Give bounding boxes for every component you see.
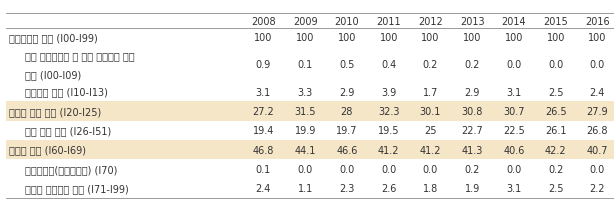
- Text: 42.2: 42.2: [545, 145, 567, 155]
- Text: 26.1: 26.1: [545, 125, 567, 135]
- Text: 2015: 2015: [543, 17, 568, 26]
- Text: 2011: 2011: [376, 17, 401, 26]
- Text: 100: 100: [463, 33, 481, 43]
- Text: 44.1: 44.1: [295, 145, 316, 155]
- Text: 0.2: 0.2: [464, 164, 480, 174]
- Text: 0.0: 0.0: [507, 60, 521, 70]
- Text: 100: 100: [505, 33, 523, 43]
- Text: 질환 (I00-I09): 질환 (I00-I09): [25, 70, 81, 79]
- Text: 0.4: 0.4: [381, 60, 396, 70]
- Text: 100: 100: [588, 33, 607, 43]
- FancyBboxPatch shape: [6, 102, 614, 121]
- Text: 0.2: 0.2: [548, 164, 564, 174]
- Text: 2.9: 2.9: [464, 87, 480, 97]
- Text: 2.6: 2.6: [381, 183, 397, 193]
- Text: 31.5: 31.5: [294, 106, 316, 116]
- Text: 고혁압성 질환 (I10-I13): 고혁압성 질환 (I10-I13): [25, 87, 107, 97]
- Text: 3.1: 3.1: [507, 87, 521, 97]
- Text: 0.0: 0.0: [381, 164, 396, 174]
- Text: 41.2: 41.2: [419, 145, 441, 155]
- Text: 19.5: 19.5: [378, 125, 400, 135]
- Text: 허혁성 심장 질환 (I20-I25): 허혁성 심장 질환 (I20-I25): [9, 106, 101, 116]
- Text: 30.1: 30.1: [420, 106, 441, 116]
- FancyBboxPatch shape: [6, 140, 614, 159]
- Text: 순환계통의 질환 (I00-I99): 순환계통의 질환 (I00-I99): [9, 33, 98, 43]
- Text: 0.0: 0.0: [507, 164, 521, 174]
- Text: 0.0: 0.0: [340, 164, 354, 174]
- Text: 22.7: 22.7: [461, 125, 483, 135]
- Text: 19.7: 19.7: [336, 125, 358, 135]
- Text: 2014: 2014: [502, 17, 526, 26]
- Text: 0.1: 0.1: [256, 164, 271, 174]
- Text: 100: 100: [546, 33, 565, 43]
- Text: 2.5: 2.5: [548, 87, 564, 97]
- Text: 0.1: 0.1: [298, 60, 313, 70]
- Text: 나머지 순환계동 질환 (I71-I99): 나머지 순환계동 질환 (I71-I99): [25, 183, 128, 193]
- Text: 27.2: 27.2: [252, 106, 274, 116]
- Text: 3.1: 3.1: [256, 87, 271, 97]
- Text: 2016: 2016: [585, 17, 610, 26]
- Text: 0.0: 0.0: [548, 60, 563, 70]
- Text: 3.9: 3.9: [381, 87, 396, 97]
- Text: 2.2: 2.2: [589, 183, 605, 193]
- Text: 3.3: 3.3: [298, 87, 313, 97]
- Text: 1.8: 1.8: [423, 183, 438, 193]
- Text: 기타 심장 질환 (I26-I51): 기타 심장 질환 (I26-I51): [25, 125, 111, 135]
- Text: 2008: 2008: [251, 17, 276, 26]
- Text: 19.9: 19.9: [295, 125, 316, 135]
- Text: 2012: 2012: [418, 17, 443, 26]
- Text: 0.5: 0.5: [339, 60, 355, 70]
- Text: 0.2: 0.2: [422, 60, 438, 70]
- Text: 100: 100: [421, 33, 440, 43]
- Text: 26.5: 26.5: [545, 106, 567, 116]
- Text: 32.3: 32.3: [378, 106, 400, 116]
- Text: 100: 100: [379, 33, 398, 43]
- Text: 22.5: 22.5: [503, 125, 525, 135]
- Text: 1.7: 1.7: [422, 87, 438, 97]
- Text: 41.2: 41.2: [378, 145, 400, 155]
- Text: 100: 100: [338, 33, 356, 43]
- Text: 2.4: 2.4: [589, 87, 605, 97]
- Text: 40.6: 40.6: [503, 145, 524, 155]
- Text: 0.0: 0.0: [423, 164, 438, 174]
- Text: 46.6: 46.6: [336, 145, 357, 155]
- Text: 1.9: 1.9: [465, 183, 480, 193]
- Text: 28: 28: [341, 106, 353, 116]
- Text: 30.7: 30.7: [503, 106, 525, 116]
- Text: 1.1: 1.1: [298, 183, 313, 193]
- Text: 2013: 2013: [460, 17, 484, 26]
- Text: 0.0: 0.0: [590, 60, 605, 70]
- Text: 100: 100: [296, 33, 314, 43]
- Text: 2.9: 2.9: [339, 87, 355, 97]
- Text: 2010: 2010: [335, 17, 359, 26]
- Text: 뇌혁관 질환 (I60-I69): 뇌혁관 질환 (I60-I69): [9, 145, 86, 155]
- Text: 2009: 2009: [293, 17, 317, 26]
- Text: 19.4: 19.4: [253, 125, 274, 135]
- Text: 100: 100: [254, 33, 273, 43]
- Text: 46.8: 46.8: [253, 145, 274, 155]
- Text: 0.9: 0.9: [256, 60, 271, 70]
- Text: 2.3: 2.3: [339, 183, 355, 193]
- Text: 26.8: 26.8: [586, 125, 608, 135]
- Text: 0.0: 0.0: [298, 164, 313, 174]
- Text: 40.7: 40.7: [586, 145, 608, 155]
- Text: 41.3: 41.3: [462, 145, 483, 155]
- Text: 25: 25: [424, 125, 437, 135]
- Text: 죽상경화증(동맥경화증) (I70): 죽상경화증(동맥경화증) (I70): [25, 164, 117, 174]
- Text: 0.2: 0.2: [464, 60, 480, 70]
- Text: 0.0: 0.0: [590, 164, 605, 174]
- Text: 2.4: 2.4: [255, 183, 271, 193]
- Text: 2.5: 2.5: [548, 183, 564, 193]
- Text: 30.8: 30.8: [462, 106, 483, 116]
- Text: 27.9: 27.9: [586, 106, 608, 116]
- Text: 3.1: 3.1: [507, 183, 521, 193]
- Text: 급성 류마티스열 및 만성 류마티스 심장: 급성 류마티스열 및 만성 류마티스 심장: [25, 51, 134, 61]
